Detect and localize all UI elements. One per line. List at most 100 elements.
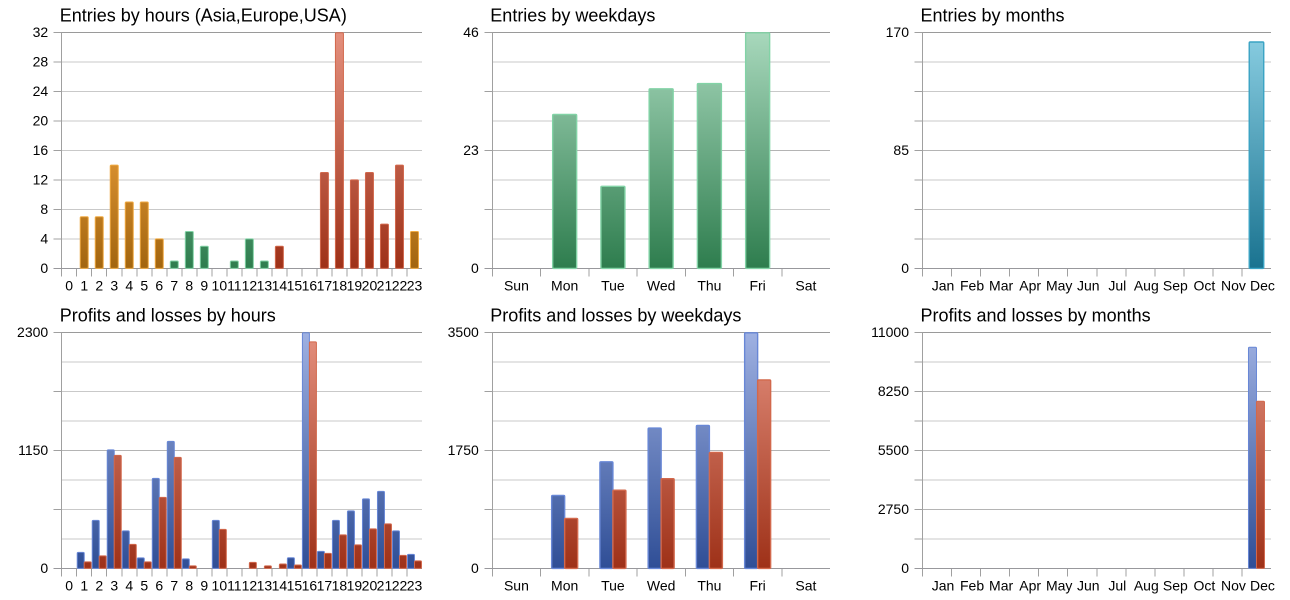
svg-text:Apr: Apr	[1019, 277, 1041, 293]
svg-text:7: 7	[170, 277, 178, 293]
svg-text:0: 0	[471, 560, 479, 576]
svg-text:18: 18	[332, 577, 348, 593]
svg-text:Wed: Wed	[647, 577, 676, 593]
svg-text:4: 4	[40, 231, 48, 247]
svg-text:8: 8	[40, 201, 48, 217]
svg-text:0: 0	[40, 560, 48, 576]
svg-text:3500: 3500	[448, 324, 479, 340]
svg-text:2750: 2750	[878, 501, 909, 517]
svg-text:Nov: Nov	[1221, 277, 1246, 293]
svg-text:6: 6	[155, 277, 163, 293]
svg-text:May: May	[1046, 277, 1072, 293]
svg-text:21: 21	[377, 577, 393, 593]
svg-text:14: 14	[272, 277, 288, 293]
svg-text:20: 20	[33, 113, 49, 129]
svg-text:Oct: Oct	[1194, 277, 1216, 293]
svg-text:Jul: Jul	[1108, 577, 1126, 593]
svg-text:1750: 1750	[448, 442, 479, 458]
svg-text:19: 19	[347, 577, 363, 593]
svg-text:Tue: Tue	[601, 277, 625, 293]
svg-text:23: 23	[407, 577, 423, 593]
svg-text:17: 17	[317, 277, 333, 293]
svg-text:Entries by weekdays: Entries by weekdays	[490, 6, 655, 26]
svg-text:Profits and losses by months: Profits and losses by months	[921, 306, 1151, 326]
svg-text:Thu: Thu	[697, 577, 721, 593]
svg-text:20: 20	[362, 277, 378, 293]
svg-text:23: 23	[463, 142, 479, 158]
svg-text:13: 13	[257, 577, 273, 593]
svg-text:Aug: Aug	[1134, 577, 1159, 593]
svg-text:0: 0	[471, 260, 479, 276]
svg-text:Sep: Sep	[1163, 277, 1188, 293]
svg-text:Dec: Dec	[1250, 277, 1275, 293]
svg-text:May: May	[1046, 577, 1072, 593]
svg-text:14: 14	[272, 577, 288, 593]
svg-text:3: 3	[110, 577, 118, 593]
svg-text:Profits and losses by hours: Profits and losses by hours	[60, 306, 276, 326]
svg-text:10: 10	[212, 277, 228, 293]
svg-text:16: 16	[302, 577, 318, 593]
svg-text:Mar: Mar	[989, 277, 1013, 293]
svg-text:22: 22	[392, 277, 408, 293]
svg-text:11: 11	[227, 277, 242, 293]
svg-text:13: 13	[257, 277, 273, 293]
svg-text:16: 16	[302, 277, 318, 293]
svg-text:Wed: Wed	[647, 277, 676, 293]
svg-text:Jun: Jun	[1077, 577, 1100, 593]
svg-text:Thu: Thu	[697, 277, 721, 293]
svg-text:Mon: Mon	[551, 577, 578, 593]
svg-text:17: 17	[317, 577, 333, 593]
svg-text:32: 32	[33, 24, 49, 40]
svg-text:Jul: Jul	[1108, 277, 1126, 293]
svg-text:8: 8	[185, 577, 193, 593]
svg-text:Tue: Tue	[601, 577, 625, 593]
svg-text:1150: 1150	[18, 442, 48, 458]
svg-text:1: 1	[80, 277, 88, 293]
svg-text:0: 0	[65, 577, 73, 593]
svg-text:11000: 11000	[871, 324, 909, 340]
svg-text:Jun: Jun	[1077, 277, 1100, 293]
svg-text:Oct: Oct	[1194, 577, 1216, 593]
svg-text:19: 19	[347, 277, 363, 293]
svg-text:0: 0	[40, 260, 48, 276]
svg-text:2: 2	[95, 277, 103, 293]
svg-text:46: 46	[463, 24, 479, 40]
svg-text:Apr: Apr	[1019, 577, 1041, 593]
svg-text:8250: 8250	[878, 383, 909, 399]
svg-text:4: 4	[125, 277, 133, 293]
svg-text:0: 0	[901, 560, 909, 576]
svg-text:Mon: Mon	[551, 277, 578, 293]
svg-text:Profits and losses by weekdays: Profits and losses by weekdays	[490, 306, 741, 326]
svg-text:Entries by months: Entries by months	[921, 6, 1065, 26]
svg-text:28: 28	[33, 54, 49, 70]
svg-text:15: 15	[287, 277, 303, 293]
svg-text:12: 12	[242, 277, 258, 293]
svg-text:10: 10	[212, 577, 228, 593]
svg-text:Fri: Fri	[749, 577, 765, 593]
svg-text:Feb: Feb	[960, 577, 984, 593]
svg-text:24: 24	[33, 83, 49, 99]
svg-text:Sat: Sat	[795, 277, 816, 293]
svg-text:5: 5	[140, 277, 148, 293]
svg-text:Feb: Feb	[960, 277, 984, 293]
svg-text:1: 1	[80, 577, 88, 593]
svg-text:0: 0	[65, 277, 73, 293]
svg-text:Fri: Fri	[749, 277, 765, 293]
svg-text:9: 9	[200, 577, 208, 593]
svg-text:8: 8	[185, 277, 193, 293]
svg-text:11: 11	[227, 577, 242, 593]
svg-text:Nov: Nov	[1221, 577, 1246, 593]
svg-text:3: 3	[110, 277, 118, 293]
svg-text:20: 20	[362, 577, 378, 593]
svg-text:Sep: Sep	[1163, 577, 1188, 593]
svg-text:Mar: Mar	[989, 577, 1013, 593]
svg-text:7: 7	[170, 577, 178, 593]
svg-text:Jan: Jan	[932, 577, 955, 593]
svg-text:4: 4	[125, 577, 133, 593]
svg-text:9: 9	[200, 277, 208, 293]
svg-text:15: 15	[287, 577, 303, 593]
svg-text:85: 85	[893, 142, 909, 158]
svg-text:5: 5	[140, 577, 148, 593]
svg-text:2: 2	[95, 577, 103, 593]
svg-text:12: 12	[242, 577, 258, 593]
